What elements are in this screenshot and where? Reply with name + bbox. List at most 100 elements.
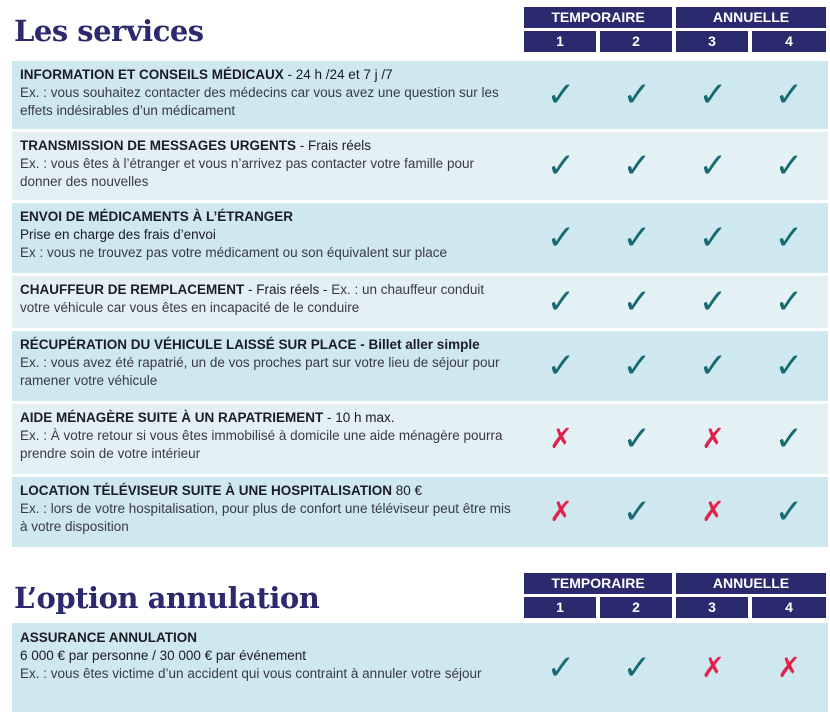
header-col-3: 3 bbox=[676, 31, 748, 52]
check-icon: ✓ bbox=[546, 146, 576, 186]
row-example: Ex. : À votre retour si vous êtes immobi… bbox=[20, 428, 503, 461]
table-row: TRANSMISSION DE MESSAGES URGENTS - Frais… bbox=[12, 132, 828, 200]
check-icon: ✓ bbox=[698, 146, 728, 186]
header-col-4: 4 bbox=[752, 597, 826, 618]
row-title: ENVOI DE MÉDICAMENTS À L’ÉTRANGER bbox=[20, 209, 294, 224]
cell-col-2: ✓ bbox=[600, 132, 674, 200]
header-group-label: ANNUELLE bbox=[676, 573, 826, 594]
cell-col-1: ✓ bbox=[524, 61, 598, 129]
table-row: LOCATION TÉLÉVISEUR SUITE À UNE HOSPITAL… bbox=[12, 477, 828, 547]
header-col-2: 2 bbox=[600, 31, 672, 52]
cross-icon: ✗ bbox=[701, 650, 725, 684]
row-title: ASSURANCE ANNULATION bbox=[20, 630, 197, 645]
header-col-3: 3 bbox=[676, 597, 748, 618]
row-title: TRANSMISSION DE MESSAGES URGENTS bbox=[20, 138, 297, 153]
check-icon: ✓ bbox=[774, 146, 804, 186]
check-icon: ✓ bbox=[774, 75, 804, 115]
cell-col-1: ✓ bbox=[524, 623, 598, 712]
row-title: AIDE MÉNAGÈRE SUITE À UN RAPATRIEMENT bbox=[20, 410, 324, 425]
header-group-label: TEMPORAIRE bbox=[524, 7, 672, 28]
header-group-annuelle: ANNUELLE bbox=[676, 7, 826, 52]
cell-col-3: ✗ bbox=[676, 477, 750, 547]
annulation-title: L’option annulation bbox=[14, 581, 320, 615]
row-description: ENVOI DE MÉDICAMENTS À L’ÉTRANGER Prise … bbox=[20, 208, 512, 262]
row-example: Ex. : vous êtes à l’étranger et vous n’a… bbox=[20, 156, 474, 189]
row-example: Ex. : vous souhaitez contacter des médec… bbox=[20, 85, 499, 118]
check-icon: ✓ bbox=[698, 75, 728, 115]
cell-col-2: ✓ bbox=[600, 276, 674, 328]
row-description: TRANSMISSION DE MESSAGES URGENTS - Frais… bbox=[20, 137, 512, 191]
row-example: Ex. : lors de votre hospitalisation, pou… bbox=[20, 501, 511, 534]
check-icon: ✓ bbox=[546, 346, 576, 386]
cell-col-1: ✓ bbox=[524, 331, 598, 401]
cell-col-3: ✗ bbox=[676, 623, 750, 712]
header-group-temporaire: TEMPORAIRE bbox=[524, 7, 672, 52]
cross-icon: ✗ bbox=[701, 422, 725, 455]
header-group-label: TEMPORAIRE bbox=[524, 573, 672, 594]
check-icon: ✓ bbox=[546, 218, 576, 258]
check-icon: ✓ bbox=[622, 218, 652, 258]
table-row: INFORMATION ET CONSEILS MÉDICAUX - 24 h … bbox=[12, 61, 828, 129]
check-icon: ✓ bbox=[546, 282, 576, 322]
check-icon: ✓ bbox=[774, 419, 804, 459]
check-icon: ✓ bbox=[622, 146, 652, 186]
cell-col-1: ✓ bbox=[524, 276, 598, 328]
cell-col-2: ✓ bbox=[600, 61, 674, 129]
header-group-label: ANNUELLE bbox=[676, 7, 826, 28]
services-title: Les services bbox=[14, 14, 204, 48]
check-icon: ✓ bbox=[774, 218, 804, 258]
cell-col-2: ✓ bbox=[600, 331, 674, 401]
cell-col-1: ✗ bbox=[524, 404, 598, 474]
cell-col-4: ✓ bbox=[752, 61, 826, 129]
cell-col-1: ✓ bbox=[524, 132, 598, 200]
services-section: Les services TEMPORAIRE ANNUELLE 1 2 3 4… bbox=[12, 7, 828, 547]
check-icon: ✓ bbox=[774, 492, 804, 532]
table-row: CHAUFFEUR DE REMPLACEMENT - Frais réels … bbox=[12, 276, 828, 328]
header-col-1: 1 bbox=[524, 597, 596, 618]
check-icon: ✓ bbox=[546, 647, 576, 688]
cell-col-2: ✓ bbox=[600, 477, 674, 547]
cell-col-4: ✓ bbox=[752, 404, 826, 474]
cell-col-1: ✗ bbox=[524, 477, 598, 547]
check-icon: ✓ bbox=[622, 419, 652, 459]
row-description: ASSURANCE ANNULATION 6 000 € par personn… bbox=[20, 629, 512, 683]
table-row: ASSURANCE ANNULATION 6 000 € par personn… bbox=[12, 623, 828, 712]
row-example: Ex : vous ne trouvez pas votre médicamen… bbox=[20, 245, 447, 260]
check-icon: ✓ bbox=[622, 75, 652, 115]
row-subtitle: 6 000 € par personne / 30 000 € par évén… bbox=[20, 648, 306, 663]
cross-icon: ✗ bbox=[701, 495, 725, 528]
row-subtitle: Prise en charge des frais d’envoi bbox=[20, 227, 216, 242]
cell-col-4: ✗ bbox=[752, 623, 826, 712]
row-example: Ex. : un chauffeur conduit votre véhicul… bbox=[20, 282, 485, 315]
check-icon: ✓ bbox=[622, 647, 652, 688]
table-row: ENVOI DE MÉDICAMENTS À L’ÉTRANGER Prise … bbox=[12, 203, 828, 273]
header-col-2: 2 bbox=[600, 597, 672, 618]
cell-col-4: ✓ bbox=[752, 331, 826, 401]
check-icon: ✓ bbox=[622, 346, 652, 386]
cell-col-4: ✓ bbox=[752, 276, 826, 328]
row-description: RÉCUPÉRATION DU VÉHICULE LAISSÉ SUR PLAC… bbox=[20, 336, 512, 390]
cross-icon: ✗ bbox=[549, 495, 573, 528]
annulation-section: L’option annulation TEMPORAIRE ANNUELLE … bbox=[0, 570, 830, 720]
header-group-annuelle: ANNUELLE bbox=[676, 573, 826, 618]
table-row: AIDE MÉNAGÈRE SUITE À UN RAPATRIEMENT - … bbox=[12, 404, 828, 474]
row-example: Ex. : vous êtes victime d’un accident qu… bbox=[20, 666, 482, 681]
check-icon: ✓ bbox=[774, 282, 804, 322]
row-suffix: - Frais réels bbox=[296, 138, 372, 153]
row-suffix: - 24 h /24 et 7 j /7 bbox=[283, 67, 393, 82]
cell-col-4: ✓ bbox=[752, 132, 826, 200]
check-icon: ✓ bbox=[622, 492, 652, 532]
row-title: RÉCUPÉRATION DU VÉHICULE LAISSÉ SUR PLAC… bbox=[20, 337, 357, 352]
row-example: Ex. : vous avez été rapatrié, un de vos … bbox=[20, 355, 500, 388]
cell-col-2: ✓ bbox=[600, 623, 674, 712]
cell-col-2: ✓ bbox=[600, 404, 674, 474]
check-icon: ✓ bbox=[622, 282, 652, 322]
header-group-temporaire: TEMPORAIRE bbox=[524, 573, 672, 618]
row-title: CHAUFFEUR DE REMPLACEMENT bbox=[20, 282, 245, 297]
cell-col-3: ✓ bbox=[676, 203, 750, 273]
row-suffix: - 10 h max. bbox=[323, 410, 395, 425]
row-suffix: 80 € bbox=[392, 483, 423, 498]
cell-col-3: ✓ bbox=[676, 276, 750, 328]
header-col-4: 4 bbox=[752, 31, 826, 52]
cross-icon: ✗ bbox=[549, 422, 573, 455]
